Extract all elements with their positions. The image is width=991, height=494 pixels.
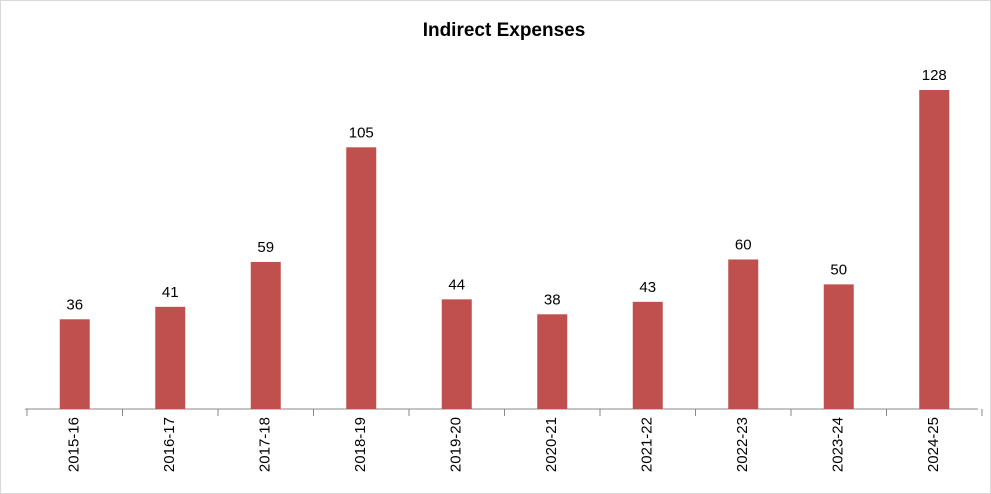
bar bbox=[919, 90, 950, 409]
x-tick-label: 2015-16 bbox=[66, 417, 83, 472]
data-label: 44 bbox=[448, 276, 465, 293]
data-label: 59 bbox=[257, 239, 274, 256]
bar bbox=[728, 259, 759, 409]
data-label: 41 bbox=[162, 284, 179, 301]
bar bbox=[250, 261, 281, 409]
x-tick-label: 2023-24 bbox=[830, 417, 847, 472]
x-tick-label: 2024-25 bbox=[925, 417, 942, 472]
data-label: 38 bbox=[544, 291, 561, 308]
x-tick-label: 2019-20 bbox=[448, 417, 465, 472]
data-label: 128 bbox=[922, 67, 947, 84]
data-label: 50 bbox=[830, 261, 847, 278]
bar bbox=[155, 306, 186, 409]
x-tick-label: 2022-23 bbox=[734, 417, 751, 472]
bar bbox=[632, 301, 663, 409]
x-tick-label: 2016-17 bbox=[161, 417, 178, 472]
data-label: 105 bbox=[349, 124, 374, 141]
bar bbox=[346, 147, 377, 409]
chart-title: Indirect Expenses bbox=[423, 20, 586, 41]
bar bbox=[59, 319, 90, 409]
x-tick-label: 2021-22 bbox=[639, 417, 656, 472]
x-tick-label: 2017-18 bbox=[257, 417, 274, 472]
data-label: 43 bbox=[639, 279, 656, 296]
data-label: 36 bbox=[66, 296, 83, 313]
x-tick-label: 2018-19 bbox=[352, 417, 369, 472]
x-tick-label: 2020-21 bbox=[543, 417, 560, 472]
bar bbox=[537, 314, 568, 409]
bar bbox=[441, 299, 472, 409]
data-label: 60 bbox=[735, 236, 752, 253]
bar bbox=[823, 284, 854, 409]
